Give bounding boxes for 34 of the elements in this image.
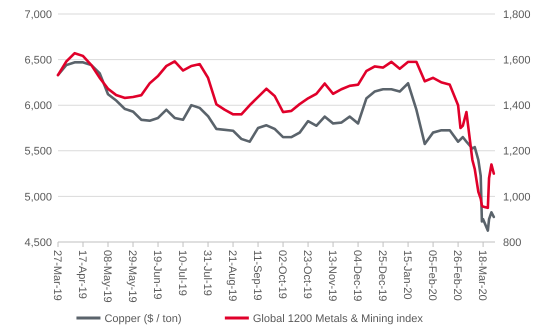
x-tick-label: 17-Apr-19 — [76, 250, 88, 299]
x-tick-label: 21-Aug-19 — [226, 250, 238, 302]
legend-label: Copper ($ / ton) — [104, 312, 182, 325]
y2-tick-label: 1,000 — [503, 191, 531, 204]
y-tick-label: 4,500 — [24, 236, 52, 249]
x-tick-label: 27-Mar-19 — [51, 250, 64, 301]
x-tick-label: 04-Dec-19 — [351, 250, 364, 302]
line-series — [56, 61, 496, 232]
legend-label: Global 1200 Metals & Mining index — [252, 312, 424, 325]
x-tick-label: 15-Jan-20 — [401, 250, 414, 300]
y-tick-label: 5,000 — [24, 191, 52, 204]
y2-tick-label: 1,200 — [503, 146, 531, 158]
x-tick-label: 02-Oct-19 — [276, 250, 288, 299]
x-tick-label: 19-Jun-19 — [151, 250, 164, 300]
y2-tick-label: 1,800 — [503, 8, 531, 21]
y-tick-label: 6,500 — [24, 54, 52, 66]
x-tick-label: 31-Jul-19 — [201, 250, 214, 296]
x-tick-label: 29-May-19 — [126, 250, 138, 303]
x-tick-label: 08-May-19 — [101, 250, 114, 303]
x-tick-label: 05-Feb-20 — [426, 250, 438, 301]
x-tick-label: 23-Oct-19 — [301, 250, 314, 299]
y2-tick-label: 1,600 — [503, 54, 531, 66]
x-tick-label: 26-Feb-20 — [451, 250, 464, 301]
y-tick-label: 5,500 — [24, 146, 52, 158]
y2-tick-label: 800 — [503, 236, 522, 249]
x-tick-label: 10-Jul-19 — [176, 250, 188, 296]
line-series — [56, 52, 496, 210]
x-tick-label: 13-Nov-19 — [326, 250, 338, 302]
x-tick-label: 11-Sep-19 — [251, 250, 264, 301]
y-tick-label: 6,000 — [24, 100, 52, 112]
x-tick-label: 25-Dec-19 — [376, 250, 388, 302]
y2-tick-label: 1,400 — [503, 100, 531, 112]
x-tick-label: 18-Mar-20 — [476, 250, 488, 301]
y-tick-label: 7,000 — [24, 8, 52, 21]
